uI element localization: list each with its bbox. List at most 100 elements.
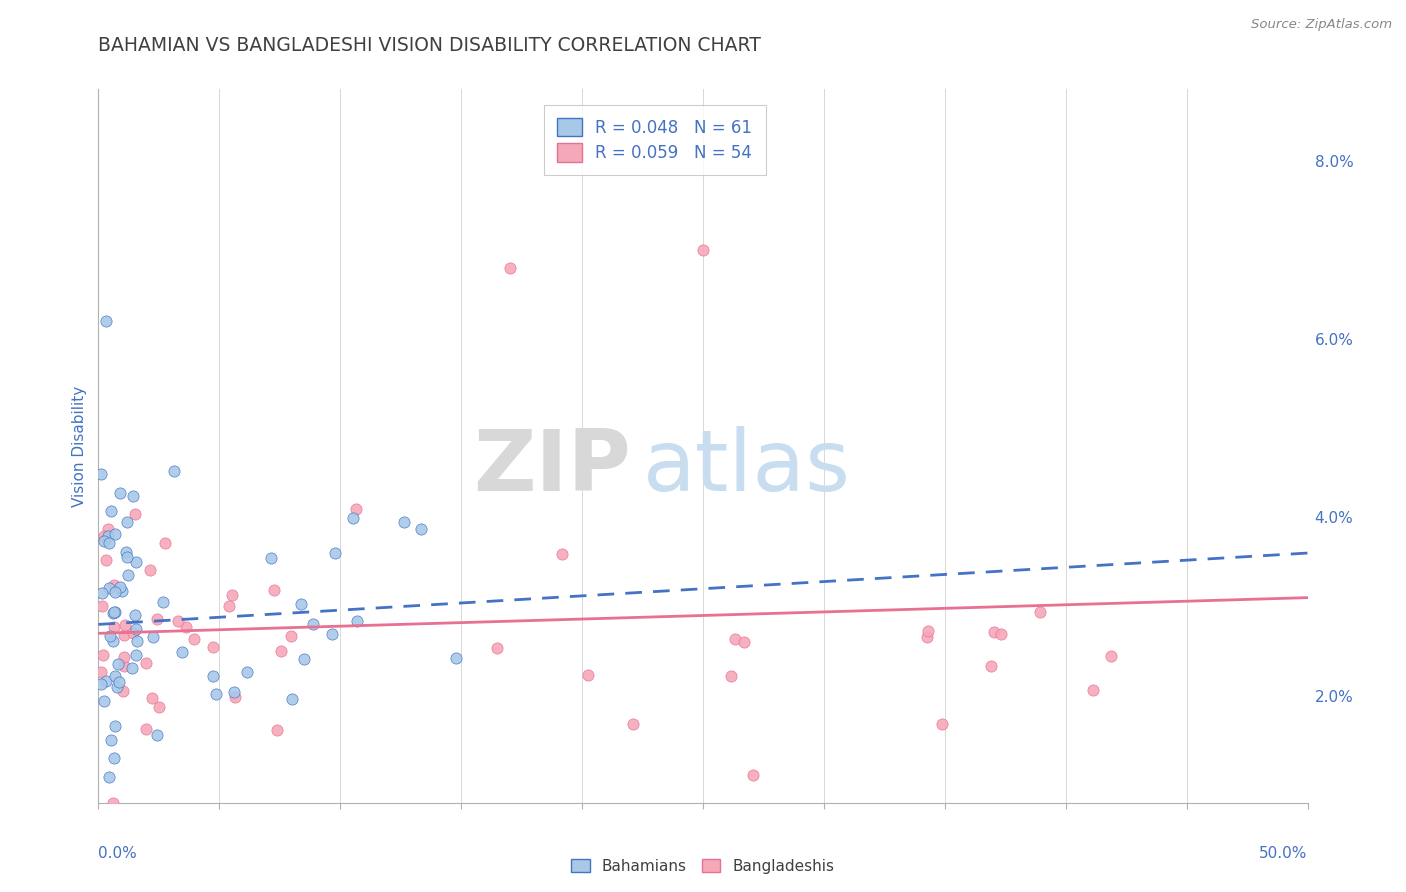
Point	[97, 529, 120, 543]
Point	[290, 598, 312, 612]
Point	[201, 640, 224, 654]
Point	[107, 674, 129, 689]
Point	[153, 535, 176, 549]
Text: ZIP: ZIP	[472, 425, 630, 509]
Point	[321, 627, 343, 641]
Legend: Bahamians, Bangladeshis: Bahamians, Bangladeshis	[565, 853, 841, 880]
Point	[122, 625, 145, 640]
Point	[270, 644, 292, 658]
Point	[103, 605, 125, 619]
Point	[205, 687, 228, 701]
Point	[576, 668, 599, 682]
Point	[127, 634, 149, 648]
Legend: R = 0.048   N = 61, R = 0.059   N = 54: R = 0.048 N = 61, R = 0.059 N = 54	[544, 104, 766, 176]
Point	[94, 673, 117, 688]
Point	[107, 680, 129, 694]
Point	[104, 719, 127, 733]
Point	[221, 588, 243, 602]
Point	[280, 630, 302, 644]
Point	[141, 691, 163, 706]
Point	[91, 586, 114, 600]
Point	[124, 608, 146, 623]
Point	[93, 694, 115, 708]
Point	[222, 684, 245, 698]
Point	[100, 504, 122, 518]
Point	[125, 556, 148, 570]
Point	[115, 550, 138, 565]
Point	[103, 620, 125, 634]
Point	[202, 669, 225, 683]
Point	[124, 622, 146, 636]
Point	[917, 630, 939, 644]
Point	[1081, 682, 1104, 697]
Point	[112, 659, 135, 673]
Point	[167, 615, 190, 629]
Point	[97, 581, 120, 595]
Point	[125, 648, 148, 662]
Point	[114, 618, 136, 632]
Point	[980, 659, 1002, 673]
Text: BAHAMIAN VS BANGLADESHI VISION DISABILITY CORRELATION CHART: BAHAMIAN VS BANGLADESHI VISION DISABILIT…	[98, 36, 761, 54]
Point	[100, 733, 122, 747]
Point	[260, 551, 283, 566]
Text: 50.0%: 50.0%	[1260, 846, 1308, 861]
Point	[218, 599, 240, 614]
Point	[98, 771, 121, 785]
Point	[263, 582, 285, 597]
Point	[163, 464, 186, 478]
Point	[98, 628, 121, 642]
Point	[292, 652, 315, 666]
Point	[110, 580, 132, 594]
Point	[110, 485, 132, 500]
Point	[90, 467, 112, 481]
Point	[104, 527, 127, 541]
Point	[183, 632, 205, 646]
Point	[146, 612, 169, 626]
Point	[172, 645, 194, 659]
Point	[733, 635, 755, 649]
Point	[1099, 649, 1122, 664]
Point	[623, 717, 645, 731]
Point	[91, 648, 114, 663]
Point	[394, 515, 416, 529]
Point	[101, 796, 124, 810]
Point	[117, 515, 139, 529]
Point	[551, 548, 574, 562]
Point	[122, 489, 145, 503]
Point	[135, 656, 157, 670]
Point	[931, 717, 953, 731]
Y-axis label: Vision Disability: Vision Disability	[72, 385, 87, 507]
Point	[111, 584, 134, 599]
Point	[124, 507, 146, 521]
Point	[117, 567, 139, 582]
Point	[103, 751, 125, 765]
Point	[101, 606, 124, 620]
Text: 0.0%: 0.0%	[98, 846, 138, 861]
Point	[107, 657, 129, 672]
Point	[1029, 605, 1052, 619]
Point	[266, 723, 288, 737]
Point	[409, 522, 432, 536]
Point	[93, 529, 115, 543]
Point	[446, 650, 468, 665]
Point	[148, 700, 170, 714]
Point	[486, 641, 509, 656]
Point	[94, 314, 117, 328]
Point	[90, 677, 112, 691]
Point	[692, 243, 714, 257]
Point	[281, 692, 304, 706]
Point	[114, 628, 136, 642]
Point	[103, 578, 125, 592]
Point	[344, 502, 367, 516]
Point	[142, 631, 165, 645]
Point	[152, 595, 174, 609]
Point	[724, 632, 747, 646]
Point	[990, 627, 1012, 641]
Point	[121, 661, 143, 675]
Text: atlas: atlas	[643, 425, 851, 509]
Point	[301, 617, 323, 632]
Point	[983, 624, 1005, 639]
Point	[346, 614, 368, 628]
Point	[112, 650, 135, 665]
Point	[103, 669, 125, 683]
